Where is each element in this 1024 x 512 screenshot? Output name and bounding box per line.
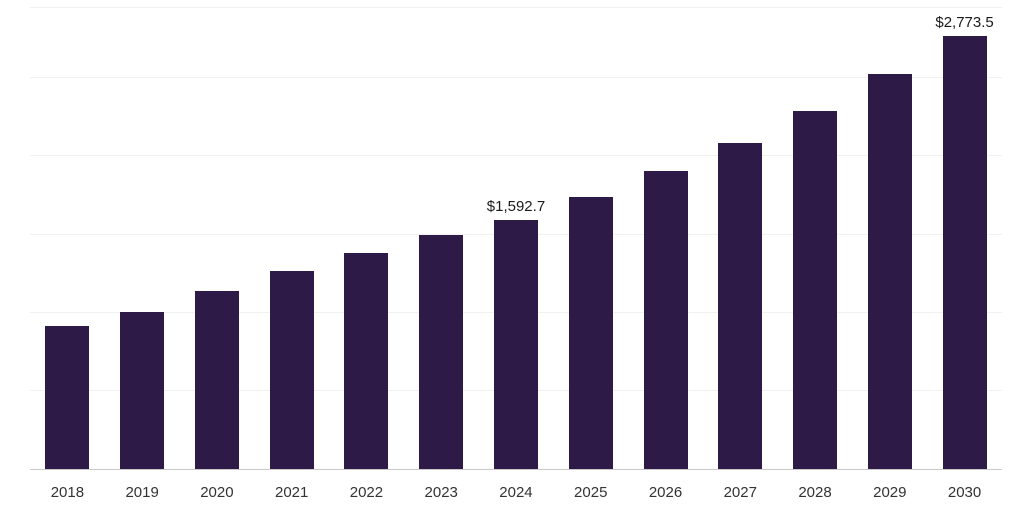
bar-2030: $2,773.5	[935, 14, 994, 469]
bar-slot-2029	[852, 8, 927, 469]
bar-slot-2025	[553, 8, 628, 469]
x-axis-label-2026: 2026	[648, 483, 683, 501]
bar-slot-2018	[30, 8, 105, 469]
gridline	[30, 7, 1002, 8]
bar-slot-2024: $1,592.7	[479, 8, 554, 469]
bar-slot-2022	[329, 8, 404, 469]
bar-slot-2026	[628, 8, 703, 469]
bar-2024: $1,592.7	[487, 198, 545, 469]
bar-2021	[269, 270, 314, 469]
bars: $1,592.7 $2,773.5	[30, 8, 1002, 469]
x-axis-label-2030: 2030	[947, 483, 982, 501]
data-label-2030: $2,773.5	[935, 13, 994, 31]
bar-slot-2028	[778, 8, 853, 469]
bar-2018	[45, 326, 90, 469]
bar-2020	[194, 290, 239, 469]
gridline	[30, 77, 1002, 79]
x-axis-label-2023: 2023	[424, 483, 458, 501]
bar-2026	[643, 171, 688, 469]
x-axis-label-2019: 2019	[125, 483, 159, 501]
data-label-2024: $1,592.7	[486, 198, 546, 216]
bar-slot-2023	[404, 8, 479, 469]
bar-2029	[867, 74, 912, 469]
x-axis-label-2020: 2020	[200, 483, 234, 501]
x-axis-label-2029: 2029	[873, 483, 907, 501]
bar-2025	[568, 197, 613, 469]
gridline	[30, 155, 1002, 157]
bar-2023	[419, 234, 464, 469]
x-axis-labels: 2018 2019 2020 2021 2022 2023 2024 2025 2026 2027…	[30, 478, 1002, 506]
bar-slot-2020	[180, 8, 255, 469]
plot-area: $1,592.7 $2,773.5	[30, 7, 1002, 470]
bar-slot-2027	[703, 8, 778, 469]
x-axis-label-2024: 2024	[499, 483, 533, 501]
x-axis-label-2025: 2025	[574, 483, 608, 501]
bar-2022	[344, 253, 389, 469]
bar-slot-2021	[254, 8, 329, 469]
bar-2028	[793, 111, 838, 469]
x-axis-label-2028: 2028	[798, 483, 832, 501]
bar-slot-2030: $2,773.5	[927, 8, 1002, 469]
x-axis-label-2027: 2027	[723, 483, 757, 501]
x-axis-label-2018: 2018	[50, 483, 85, 501]
bar-2019	[120, 311, 165, 469]
bar-2027	[718, 143, 763, 469]
x-axis-label-2022: 2022	[349, 483, 384, 501]
bar-slot-2019	[105, 8, 180, 469]
x-axis-label-2021: 2021	[274, 483, 309, 501]
